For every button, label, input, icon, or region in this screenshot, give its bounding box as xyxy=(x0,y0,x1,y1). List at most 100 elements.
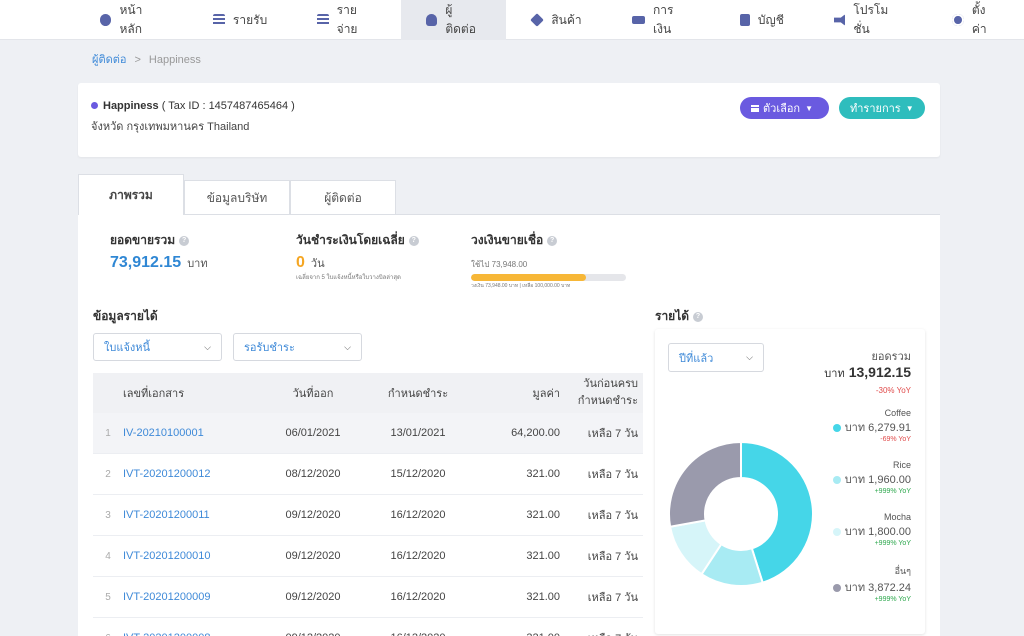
breadcrumb-separator: > xyxy=(134,54,141,66)
header-due-date[interactable]: กำหนดชำระ xyxy=(387,388,449,400)
due-date: 16/12/2020 xyxy=(390,550,446,562)
issue-date: 08/12/2020 xyxy=(285,468,341,480)
days-left: เหลือ 7 วัน xyxy=(587,428,638,440)
table-row[interactable]: 6IVT-2020120000809/12/202016/12/2020321.… xyxy=(93,618,643,636)
donut-slice[interactable] xyxy=(668,441,742,528)
nav-label: บัญชี xyxy=(757,12,784,27)
breadcrumb-current: Happiness xyxy=(148,54,201,66)
nav-label: หน้าหลัก xyxy=(119,3,143,36)
action-label: ทำรายการ xyxy=(850,103,901,115)
value: 321.00 xyxy=(526,468,560,480)
contact-icon xyxy=(425,14,438,26)
nav-label: รายจ่าย xyxy=(336,3,358,36)
value: 321.00 xyxy=(526,509,560,521)
tab-bar: ภาพรวม ข้อมูลบริษัท ผู้ติดต่อ xyxy=(78,174,396,215)
nav-label: การเงิน xyxy=(653,3,674,36)
options-button[interactable]: ตัวเลือก ▼ xyxy=(740,97,829,119)
legend-swatch-icon xyxy=(832,528,841,537)
table-row[interactable]: 3 IVT-20201200011 09/12/2020 16/12/2020 321.… xyxy=(93,495,643,536)
nav-item-income[interactable]: รายรับ xyxy=(188,0,292,40)
credit-progress-bar xyxy=(471,274,626,281)
chevron-down-icon: ⌵ xyxy=(204,341,211,352)
tab-company-info[interactable]: ข้อมูลบริษัท xyxy=(184,180,290,215)
doc-number-link[interactable]: IVT-20201200009 xyxy=(123,591,211,603)
table-row[interactable]: 1 IV-20210100001 06/01/2021 13/01/2021 64,20… xyxy=(93,413,643,454)
legend-swatch-icon xyxy=(832,424,841,433)
box-icon xyxy=(530,13,545,27)
help-icon[interactable]: ? xyxy=(693,311,704,322)
value: 321.00 xyxy=(468,632,560,636)
revenue-total-label: ยอดรวม xyxy=(871,351,911,363)
revenue-donut-chart xyxy=(668,441,814,587)
help-icon[interactable]: ? xyxy=(408,235,419,246)
stat-title: ยอดขายรวม? xyxy=(110,231,208,250)
period-select[interactable]: ปีที่แล้ว ⌵ xyxy=(668,343,764,372)
header-issue-date[interactable]: วันที่ออก xyxy=(292,388,334,400)
credit-progress-fill xyxy=(471,274,586,281)
header-value[interactable]: มูลค่า xyxy=(532,388,560,400)
revenue-total-yoy: -30% YoY xyxy=(875,386,911,395)
menu-icon xyxy=(751,104,759,112)
issue-date: 09/12/2020 xyxy=(285,509,341,521)
header-days-left[interactable]: วันก่อนครบ กำหนดชำระ xyxy=(577,378,638,407)
stat-unit: บาท xyxy=(187,258,208,270)
doc-number-link[interactable]: IV-20210100001 xyxy=(123,427,204,439)
credit-used-label: ใช้ไป 73,948.00 xyxy=(471,260,528,269)
nav-item-home[interactable]: หน้าหลัก xyxy=(75,0,188,40)
due-date: 16/12/2020 xyxy=(368,632,468,636)
legend-name: Mocha xyxy=(883,512,911,522)
tab-contacts[interactable]: ผู้ติดต่อ xyxy=(290,180,396,215)
issue-date: 09/12/2020 xyxy=(285,550,341,562)
table-body: 1 IV-20210100001 06/01/2021 13/01/2021 64,20… xyxy=(93,413,643,636)
nav-item-contacts[interactable]: ผู้ติดต่อ xyxy=(400,0,507,40)
nav-label: ผู้ติดต่อ xyxy=(445,3,476,36)
stat-unit: วัน xyxy=(310,258,325,270)
legend-value: บาท 6,279.91 xyxy=(832,418,911,436)
document-type-select[interactable]: ใบแจ้งหนี้ ⌵ xyxy=(93,333,222,361)
overview-panel: ยอดขายรวม? 73,912.15 บาท วันชำระเงินโดยเฉ… xyxy=(78,214,940,636)
row-index: 2 xyxy=(105,468,111,480)
nav-item-expense[interactable]: รายจ่าย xyxy=(292,0,401,40)
company-name: Happiness xyxy=(103,100,159,112)
select-value: รอรับชำระ xyxy=(244,342,295,354)
gear-icon xyxy=(952,14,964,26)
tab-overview[interactable]: ภาพรวม xyxy=(78,174,184,215)
payment-status-select[interactable]: รอรับชำระ ⌵ xyxy=(233,333,362,361)
help-icon[interactable]: ? xyxy=(547,235,558,246)
legend-name: Rice xyxy=(892,460,911,470)
options-label: ตัวเลือก xyxy=(763,103,801,115)
nav-item-products[interactable]: สินค้า xyxy=(506,0,606,40)
doc-number-link[interactable]: IVT-20201200012 xyxy=(123,468,211,480)
doc-number-link[interactable]: IVT-20201200011 xyxy=(123,509,210,521)
due-date: 13/01/2021 xyxy=(390,427,446,439)
nav-item-promotion[interactable]: โปรโมชั่น xyxy=(809,0,928,40)
revenue-total: บาท 13,912.15 xyxy=(824,364,911,380)
due-date: 16/12/2020 xyxy=(390,509,446,521)
nav-item-settings[interactable]: ตั้งค่า xyxy=(927,0,1024,40)
row-index: 6 xyxy=(93,633,123,636)
table-row[interactable]: 4 IVT-20201200010 09/12/2020 16/12/2020 321.… xyxy=(93,536,643,577)
contact-header-card: Happiness ( Tax ID : 1457487465464 ) จัง… xyxy=(78,83,940,157)
header-doc-number[interactable]: เลขที่เอกสาร xyxy=(123,388,185,400)
revenue-card: ปีที่แล้ว ⌵ ยอดรวม บาท 13,912.15 -30% YoY … xyxy=(655,329,925,634)
donut-slice[interactable] xyxy=(740,441,814,584)
issue-date: 06/01/2021 xyxy=(285,427,341,439)
days-left: เหลือ 7 วัน xyxy=(560,629,638,636)
legend-item: Coffee บาท 6,279.91 -69% YoY xyxy=(832,408,911,443)
legend-item: Rice บาท 1,960.00 +999% YoY xyxy=(832,460,911,495)
status-dot-icon xyxy=(91,102,98,109)
issue-date: 09/12/2020 xyxy=(285,591,341,603)
action-button[interactable]: ทำรายการ ▼ xyxy=(839,97,925,119)
legend-swatch-icon xyxy=(832,476,841,485)
help-icon[interactable]: ? xyxy=(179,235,190,246)
doc-number-link[interactable]: IVT-20201200010 xyxy=(123,550,211,562)
breadcrumb-parent-link[interactable]: ผู้ติดต่อ xyxy=(92,54,127,66)
doc-number-link[interactable]: IVT-20201200008 xyxy=(123,632,258,636)
nav-item-accounting[interactable]: บัญชี xyxy=(715,0,809,40)
nav-item-finance[interactable]: การเงิน xyxy=(607,0,715,40)
legend-yoy: +999% YoY xyxy=(874,596,911,603)
table-row[interactable]: 5 IVT-20201200009 09/12/2020 16/12/2020 321.… xyxy=(93,577,643,618)
value: 64,200.00 xyxy=(511,427,560,439)
table-row[interactable]: 2 IVT-20201200012 08/12/2020 15/12/2020 321.… xyxy=(93,454,643,495)
chevron-down-icon: ⌵ xyxy=(746,352,753,362)
